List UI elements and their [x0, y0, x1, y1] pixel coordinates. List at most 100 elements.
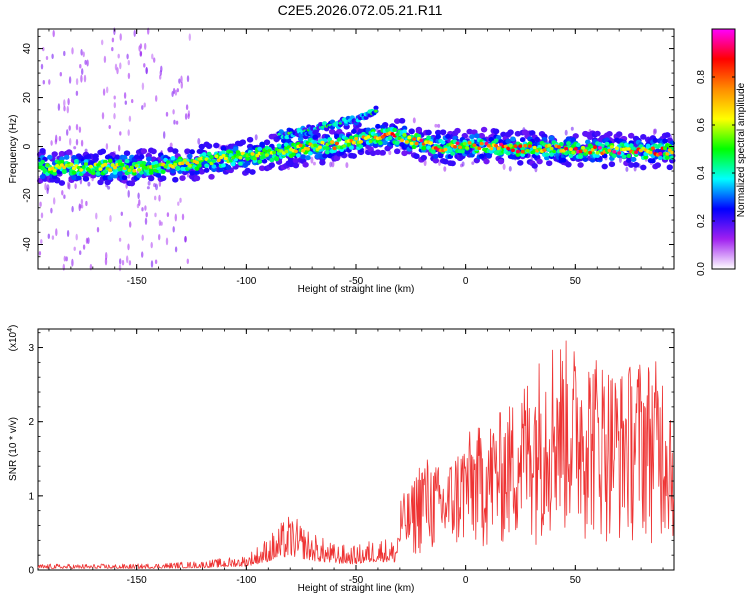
heatmap-cell [409, 141, 414, 146]
heatmap-cell [433, 153, 439, 159]
heatmap-cell [440, 140, 446, 145]
heatmap-cell [411, 144, 417, 150]
heatmap-cell [628, 143, 634, 148]
heatmap-cell [74, 159, 79, 164]
heatmap-cell [255, 153, 260, 158]
heatmap-cell [40, 239, 43, 244]
heatmap-cell [51, 53, 54, 60]
heatmap-cell [150, 241, 153, 249]
heatmap-cell [45, 55, 49, 61]
heatmap-cell [71, 175, 77, 181]
heatmap-cell [160, 169, 166, 174]
heatmap-cell [106, 86, 109, 94]
heatmap-cell [578, 149, 583, 154]
heatmap-cell [616, 131, 623, 137]
x-tick-label: -100 [236, 575, 256, 586]
heatmap-cell [434, 123, 438, 128]
heatmap-cell [141, 105, 144, 110]
heatmap-cell [497, 158, 505, 165]
heatmap-cell [145, 67, 148, 75]
heatmap-cell [107, 158, 113, 163]
heatmap-cell [626, 147, 631, 151]
heatmap-cell [466, 128, 473, 135]
heatmap-cell [634, 150, 639, 154]
heatmap-cell [322, 121, 328, 126]
heatmap-cell [571, 150, 576, 155]
heatmap-cell [52, 171, 58, 176]
heatmap-cell [172, 176, 179, 183]
heatmap-cell [139, 170, 144, 175]
heatmap-cell [158, 233, 161, 241]
heatmap-cell [416, 133, 422, 139]
heatmap-cell [139, 50, 143, 56]
heatmap-cell [453, 145, 458, 149]
heatmap-cell [176, 88, 179, 93]
heatmap-cell [467, 141, 472, 145]
heatmap-cell [59, 163, 64, 167]
heatmap-cell [126, 255, 129, 264]
heatmap-cell [561, 149, 566, 153]
heatmap-cell [351, 140, 356, 145]
heatmap-cell [127, 59, 130, 66]
heatmap-cell [111, 46, 114, 52]
heatmap-cell [288, 128, 294, 133]
heatmap-cell [129, 221, 132, 228]
heatmap-cell [180, 161, 185, 165]
heatmap-cell [83, 74, 87, 83]
heatmap-cell [54, 138, 58, 145]
colorbar-tick-label: 0.0 [696, 262, 707, 276]
heatmap-cell [182, 158, 187, 163]
heatmap-cell [195, 160, 199, 165]
heatmap-cell [123, 150, 131, 157]
heatmap-cell [312, 161, 316, 166]
heatmap-cell [131, 171, 137, 176]
heatmap-cell [366, 135, 371, 139]
heatmap-cell [221, 150, 226, 155]
y-tick-label: 2 [28, 417, 34, 428]
heatmap-cell [111, 37, 115, 43]
heatmap-cell [95, 171, 101, 176]
heatmap-cell [263, 139, 271, 146]
heatmap-cell [478, 153, 485, 159]
heatmap-cell [544, 152, 550, 157]
heatmap-cell [113, 102, 117, 109]
heatmap-cell [552, 149, 556, 154]
heatmap-cell [240, 151, 245, 156]
heatmap-cell [261, 158, 268, 164]
heatmap-cell [65, 256, 68, 262]
heatmap-cell [63, 99, 66, 107]
heatmap-cell [147, 180, 151, 186]
heatmap-cell [103, 55, 107, 64]
heatmap-cell [166, 160, 171, 164]
heatmap-cell [40, 159, 45, 165]
heatmap-cell [73, 146, 77, 150]
heatmap-cell [68, 125, 71, 131]
heatmap-cell [71, 258, 74, 267]
heatmap-cell [169, 142, 173, 148]
heatmap-cell [113, 113, 116, 120]
heatmap-cell [113, 165, 117, 170]
heatmap-cell [590, 148, 595, 152]
heatmap-cell [588, 150, 593, 155]
heatmap-cell [82, 244, 86, 250]
heatmap-cell [42, 80, 45, 85]
heatmap-cell [508, 166, 512, 172]
heatmap-cell [128, 260, 132, 266]
heatmap-cell [75, 78, 79, 86]
heatmap-cell [375, 123, 381, 129]
heatmap-cell [345, 162, 349, 169]
heatmap-cell [88, 164, 93, 169]
heatmap-cell [75, 233, 78, 241]
heatmap-cell [380, 124, 386, 130]
heatmap-cell [119, 258, 122, 265]
heatmap-cell [160, 175, 167, 182]
heatmap-cell [450, 151, 456, 156]
heatmap-cell [124, 159, 130, 164]
colorbar-label: Normalized spectral amplitude [736, 82, 747, 217]
heatmap-cell [564, 146, 569, 151]
heatmap-cell [454, 127, 461, 134]
heatmap-cell [412, 137, 417, 141]
heatmap-cell [52, 29, 55, 38]
heatmap-cell [187, 113, 190, 120]
heatmap-cell [300, 154, 306, 160]
